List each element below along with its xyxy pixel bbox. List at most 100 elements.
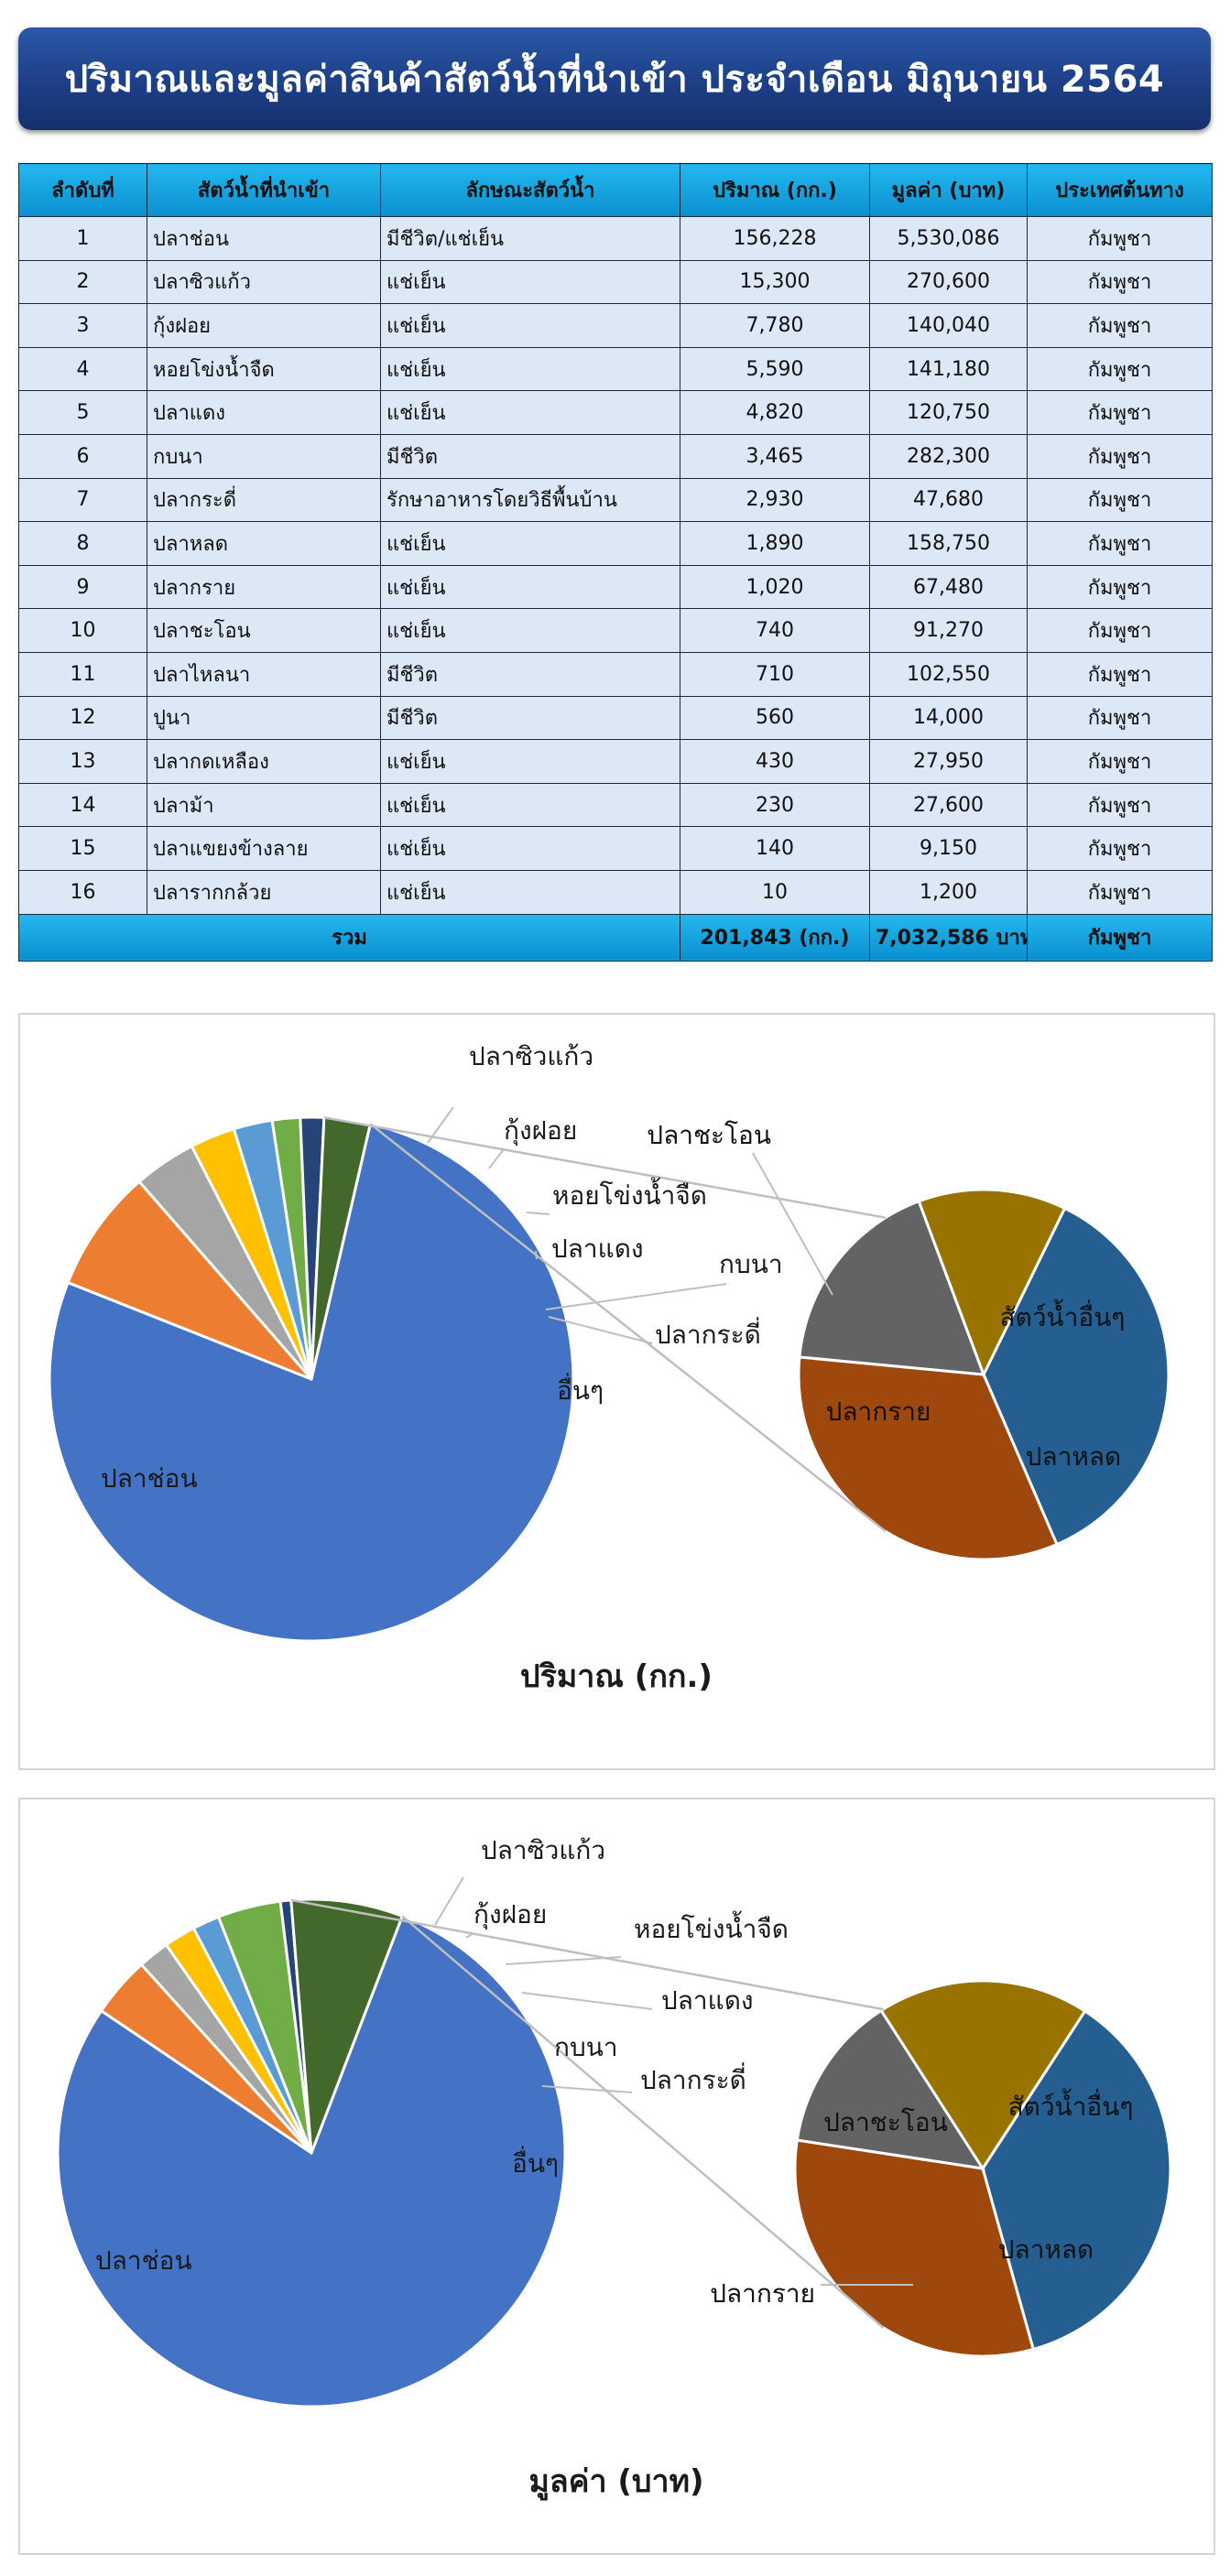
cell-form: มีชีวิต (380, 651, 680, 697)
cell-form: แช่เย็น (380, 303, 680, 348)
cell-order: 5 (18, 390, 147, 435)
secondary-slice-label: ปลาชะโอน (647, 1120, 771, 1150)
leader-line (526, 1212, 550, 1215)
main-slice-label: ปลากระดี่ (655, 1317, 761, 1350)
leader-line (505, 1956, 622, 1965)
leader-line (488, 1148, 505, 1169)
cell-form: แช่เย็น (380, 564, 680, 610)
cell-value: 27,950 (869, 739, 1028, 784)
header-quantity: ปริมาณ (กก.) (680, 163, 870, 217)
series-connector-line (369, 1123, 887, 1533)
leader-line (752, 1152, 833, 1296)
table-row: 16 ปลารากกล้วย แช่เย็น 10 1,200 กัมพูชา (18, 869, 1213, 915)
cell-quantity: 430 (680, 739, 870, 784)
cell-order: 6 (18, 433, 147, 479)
cell-species: ปลาแขยงข้างลาย (147, 826, 381, 871)
series-connector-line (323, 1116, 887, 1219)
table-total-row: รวม 201,843 (กก.) 7,032,586 บาท กัมพูชา (18, 913, 1213, 962)
cell-form: แช่เย็น (380, 259, 680, 305)
secondary-slice-label: ปลากราย (710, 2278, 815, 2309)
cell-species: ปลาไหลนา (147, 651, 381, 697)
cell-quantity: 740 (680, 608, 870, 653)
cell-country: กัมพูชา (1027, 782, 1213, 828)
cell-form: แช่เย็น (380, 390, 680, 435)
cell-form: มีชีวิต/แช่เย็น (380, 216, 680, 261)
main-slice-label: หอยโข่งน้ำจืด (634, 1910, 789, 1944)
cell-value: 14,000 (869, 695, 1028, 741)
header-country: ประเทศต้นทาง (1027, 163, 1213, 217)
total-label: รวม (18, 913, 680, 962)
cell-order: 16 (18, 869, 147, 915)
table-row: 3 กุ้งฝอย แช่เย็น 7,780 140,040 กัมพูชา (18, 303, 1213, 348)
secondary-pie-slice-3 (917, 1188, 1067, 1378)
main-slice-label: กุ้งฝอย (473, 1899, 547, 1930)
table-row: 6 กบนา มีชีวิต 3,465 282,300 กัมพูชา (18, 433, 1213, 479)
header-form: ลักษณะสัตว์น้ำ (380, 163, 680, 217)
cell-quantity: 10 (680, 869, 870, 915)
secondary-slice-label: สัตว์น้ำอื่นๆ (1000, 1299, 1126, 1332)
cell-form: แช่เย็น (380, 521, 680, 566)
main-slice-label: อื่นๆ (512, 2146, 559, 2179)
cell-form: แช่เย็น (380, 826, 680, 871)
cell-quantity: 3,465 (680, 433, 870, 479)
table-header-row: ลำดับที่ สัตว์น้ำที่นำเข้า ลักษณะสัตว์น้… (18, 163, 1213, 217)
cell-order: 15 (18, 826, 147, 871)
value-chart-panel: ปลาช่อน ปลาซิวแก้วกุ้งฝอย หอยโข่งน้ำจืดปลา… (18, 1798, 1215, 2555)
main-slice-label: กบนา (554, 2032, 618, 2062)
quantity-chart-panel: ปลาช่อน ปลาซิวแก้ว กุ้งฝอย หอยโข่งน้ำจืด ปลา… (18, 1013, 1215, 1770)
cell-form: แช่เย็น (380, 346, 680, 392)
main-pie-slice-0 (48, 1122, 575, 1643)
leader-line (548, 1316, 653, 1344)
cell-species: ปูนา (147, 695, 381, 741)
cell-quantity: 230 (680, 782, 870, 828)
cell-species: ปลาชะโอน (147, 608, 381, 653)
table-row: 14 ปลาม้า แช่เย็น 230 27,600 กัมพูชา (18, 782, 1213, 828)
cell-form: แช่เย็น (380, 782, 680, 828)
series-connector-line (290, 1898, 884, 2011)
quantity-pie-of-pie-chart: ปลาช่อนปลาซิวแก้วกุ้งฝอยหอยโข่งน้ำจืดปลา… (48, 1041, 1170, 1695)
cell-form: แช่เย็น (380, 608, 680, 653)
cell-quantity: 15,300 (680, 259, 870, 305)
cell-species: หอยโข่งน้ำจืด (147, 346, 381, 392)
series-connector-line (401, 1915, 885, 2329)
leader-line (521, 1992, 653, 2010)
leader-line (541, 2085, 633, 2093)
cell-quantity: 140 (680, 826, 870, 871)
main-slice-label: อื่นๆ (557, 1373, 604, 1406)
cell-quantity: 1,020 (680, 564, 870, 610)
cell-quantity: 560 (680, 695, 870, 741)
cell-country: กัมพูชา (1027, 695, 1213, 741)
header-species: สัตว์น้ำที่นำเข้า (147, 163, 381, 217)
chart-title: มูลค่า (บาท) (528, 2463, 703, 2501)
cell-species: กบนา (147, 433, 381, 479)
table-row: 15 ปลาแขยงข้างลาย แช่เย็น 140 9,150 กัมพูชา (18, 826, 1213, 871)
cell-species: ปลาม้า (147, 782, 381, 828)
cell-value: 91,270 (869, 608, 1028, 653)
page-title: ปริมาณและมูลค่าสินค้าสัตว์น้ำที่นำเข้า ป… (64, 59, 1165, 101)
main-slice-label: กบนา (719, 1249, 783, 1279)
cell-value: 158,750 (869, 521, 1028, 566)
cell-order: 7 (18, 477, 147, 523)
cell-species: ปลาแดง (147, 390, 381, 435)
table-row: 12 ปูนา มีชีวิต 560 14,000 กัมพูชา (18, 695, 1213, 741)
header-value: มูลค่า (บาท) (869, 163, 1028, 217)
cell-value: 120,750 (869, 390, 1028, 435)
main-slice-label: ปลาซิวแก้ว (481, 1835, 605, 1865)
table-row: 10 ปลาชะโอน แช่เย็น 740 91,270 กัมพูชา (18, 608, 1213, 653)
cell-quantity: 156,228 (680, 216, 870, 261)
cell-species: ปลารากกล้วย (147, 869, 381, 915)
main-slice-label: ปลาช่อน (95, 2245, 192, 2276)
cell-value: 9,150 (869, 826, 1028, 871)
cell-value: 47,680 (869, 477, 1028, 523)
main-slice-label: กุ้งฝอย (504, 1115, 577, 1147)
leader-line (427, 1106, 454, 1144)
cell-species: ปลาซิวแก้ว (147, 259, 381, 305)
cell-quantity: 1,890 (680, 521, 870, 566)
cell-order: 10 (18, 608, 147, 653)
cell-order: 12 (18, 695, 147, 741)
cell-species: ปลาหลด (147, 521, 381, 566)
cell-country: กัมพูชา (1027, 216, 1213, 261)
table-row: 1 ปลาช่อน มีชีวิต/แช่เย็น 156,228 5,530,086 ก… (18, 216, 1213, 261)
cell-value: 141,180 (869, 346, 1028, 392)
secondary-slice-label: สัตว์น้ำอื่นๆ (1008, 2088, 1134, 2122)
